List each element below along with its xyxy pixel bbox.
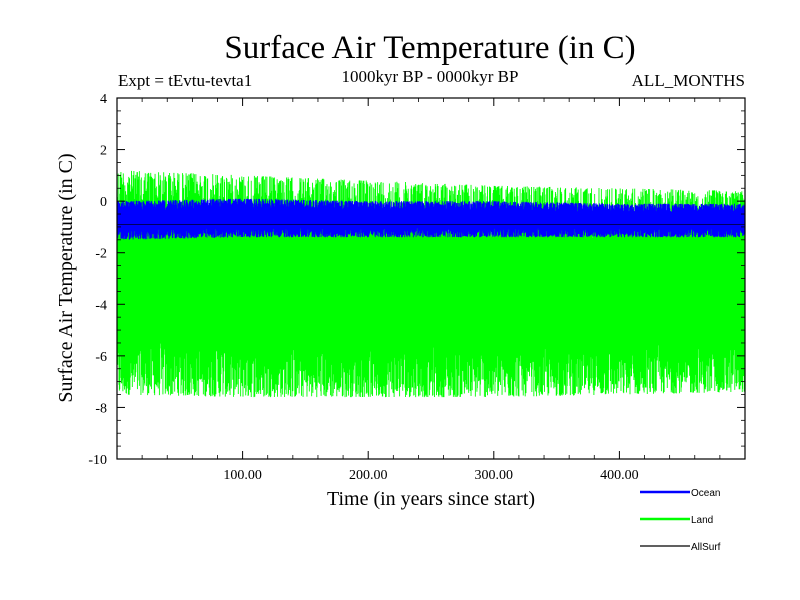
y-tick-label: 2: [100, 144, 107, 159]
x-tick-label: 100.00: [223, 468, 262, 483]
chart-subtitle: 1000kyr BP - 0000kyr BP: [342, 67, 519, 86]
legend-label-allsurf: AllSurf: [691, 542, 721, 553]
x-axis-label: Time (in years since start): [327, 488, 535, 510]
x-tick-label: 300.00: [475, 468, 514, 483]
x-tick-label: 400.00: [600, 468, 639, 483]
y-tick-label: 4: [100, 92, 107, 107]
y-tick-label: -10: [88, 453, 107, 468]
chart-title: Surface Air Temperature (in C): [224, 30, 635, 66]
y-tick-label: 0: [100, 195, 107, 210]
ticks-layer: 4 2 0 -2 -4 -6 -8 -10 100.00 200.00 300.00 400.00: [88, 92, 745, 483]
y-tick-label: -2: [95, 247, 107, 262]
months-label: ALL_MONTHS: [632, 71, 745, 90]
legend: Ocean Land AllSurf: [640, 488, 721, 553]
legend-label-land: Land: [691, 515, 713, 526]
legend-label-ocean: Ocean: [691, 488, 720, 499]
series-line-ocean: [116, 198, 746, 240]
series-layer: [116, 170, 746, 398]
series-line-land: [116, 170, 746, 398]
experiment-label: Expt = tEvtu-tevta1: [118, 71, 252, 90]
y-tick-label: -8: [95, 401, 107, 416]
y-tick-label: -6: [95, 350, 107, 365]
y-tick-label: -4: [95, 298, 107, 313]
x-tick-label: 200.00: [349, 468, 388, 483]
y-axis-label: Surface Air Temperature (in C): [55, 153, 77, 402]
